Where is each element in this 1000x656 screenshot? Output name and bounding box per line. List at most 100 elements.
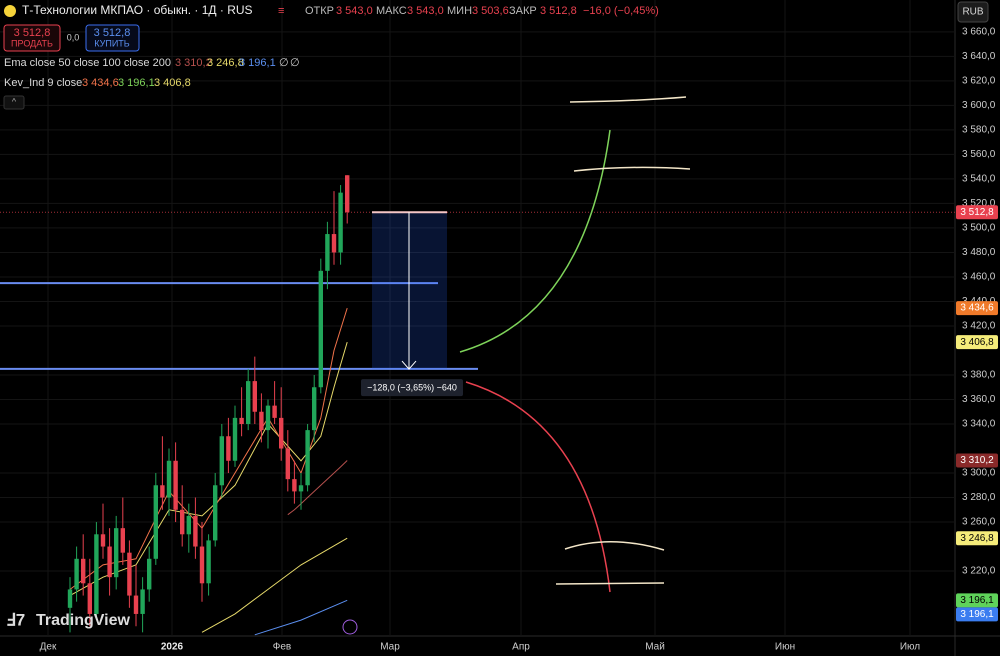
price-badge-label: 3 196,1: [960, 609, 994, 620]
buy-button[interactable]: [85, 24, 140, 52]
y-tick-label: 3 300,0: [962, 468, 996, 479]
price-badge: [956, 531, 998, 546]
y-tick-label: 3 540,0: [962, 174, 996, 185]
legend-value: 3 246,8: [207, 57, 244, 69]
x-tick-label: Июн: [775, 642, 795, 653]
candle-body: [127, 552, 132, 596]
price-badge: [956, 301, 998, 316]
candle-body: [331, 234, 337, 253]
measure-label: −128,0 (−3,65%) −640: [367, 382, 457, 392]
price-badge-label: 3 246,8: [960, 533, 994, 544]
legend-title[interactable]: Ema close 50 close 100 close 200: [4, 57, 171, 69]
symbol-icon[interactable]: [4, 5, 16, 17]
change: −16,0 (−0,45%): [583, 5, 659, 17]
drawing: [465, 381, 611, 593]
indicator-line: [201, 537, 348, 633]
collapse-button[interactable]: [3, 95, 25, 110]
candle-body: [325, 234, 330, 271]
currency-button[interactable]: [957, 1, 989, 23]
candle-body: [67, 589, 73, 608]
drawing: [564, 541, 665, 551]
ohlc-value: 3 543,0: [407, 5, 444, 17]
ohlc-label: ОТКР: [305, 5, 334, 17]
candle-body: [199, 546, 205, 584]
sell-price[interactable]: 3 512,8: [14, 27, 51, 39]
collapse-icon[interactable]: ^: [12, 96, 17, 106]
price-badge: [956, 335, 998, 350]
candle-body: [186, 515, 191, 535]
logo: TradingView: [36, 612, 131, 629]
drawing: [555, 582, 665, 585]
candle-body: [338, 192, 343, 253]
candle-body: [285, 448, 290, 480]
candle-body: [279, 417, 284, 449]
y-tick-label: 3 560,0: [962, 149, 996, 160]
price-badge-label: 3 406,8: [960, 337, 994, 348]
candle-body: [206, 540, 211, 584]
y-tick-label: 3 580,0: [962, 125, 996, 136]
legend-value: 3 310,2: [175, 57, 212, 69]
candle-body: [100, 534, 106, 547]
ohlc-value: 3 512,8: [540, 5, 577, 17]
x-tick-label: 2026: [161, 642, 184, 653]
y-tick-label: 3 480,0: [962, 247, 996, 258]
candle-body: [213, 485, 218, 541]
price-badge-label: 3 434,6: [960, 303, 994, 314]
candle-body: [219, 436, 224, 486]
legend-value: 3 406,8: [154, 77, 191, 89]
candle-body: [246, 381, 251, 424]
candle-body: [345, 175, 350, 213]
candle-body: [153, 485, 158, 559]
candle-body: [292, 479, 297, 492]
y-tick-label: 3 420,0: [962, 321, 996, 332]
y-tick-label: 3 280,0: [962, 492, 996, 503]
legend-value: 3 434,6: [82, 77, 119, 89]
y-tick-label: 3 460,0: [962, 272, 996, 283]
status-icon: ≡: [278, 5, 284, 17]
y-tick-label: 3 260,0: [962, 517, 996, 528]
y-tick-label: 3 220,0: [962, 566, 996, 577]
y-tick-label: 3 660,0: [962, 27, 996, 38]
measure-arrowhead: [401, 360, 417, 370]
price-badge: [956, 453, 998, 468]
x-tick-label: Фев: [273, 642, 291, 653]
candle-body: [87, 583, 92, 614]
ohlc-label: ЗАКР: [509, 5, 537, 17]
candle-body: [318, 270, 323, 388]
drawing: [459, 129, 611, 353]
indicator-line: [69, 307, 348, 590]
candle-body: [252, 381, 257, 412]
candle-body: [147, 558, 152, 590]
currency[interactable]: RUB: [962, 7, 983, 18]
symbol-title[interactable]: Т-Технологии МКПАО · обыкн. · 1Д · RUS: [22, 3, 253, 17]
candle-body: [74, 558, 79, 590]
y-tick-label: 3 500,0: [962, 223, 996, 234]
drawing: [569, 96, 687, 103]
x-tick-label: Мар: [380, 642, 400, 653]
legend-value: ∅: [279, 57, 289, 69]
x-tick-label: Дек: [40, 642, 57, 653]
y-tick-label: 3 620,0: [962, 76, 996, 87]
legend-title[interactable]: Kev_Ind 9 close: [4, 77, 82, 89]
spread: 0,0: [67, 32, 80, 42]
event-icon[interactable]: [342, 619, 358, 635]
indicator-line: [69, 341, 348, 597]
candle-body: [312, 387, 317, 431]
price-badge-label: 3 196,1: [960, 595, 994, 606]
candle-body: [265, 405, 271, 431]
candle-body: [133, 595, 139, 614]
legend-value: 3 196,1: [118, 77, 155, 89]
buy-label[interactable]: КУПИТЬ: [94, 38, 129, 48]
candle-body: [166, 460, 172, 498]
buy-price[interactable]: 3 512,8: [94, 27, 131, 39]
ohlc-label: МИН: [447, 5, 472, 17]
sell-label[interactable]: ПРОДАТЬ: [11, 38, 53, 48]
price-badge-label: 3 512,8: [960, 207, 994, 218]
candle-body: [226, 436, 231, 461]
candle-body: [173, 460, 178, 510]
price-badge: [956, 593, 998, 608]
sell-button[interactable]: [3, 24, 61, 52]
